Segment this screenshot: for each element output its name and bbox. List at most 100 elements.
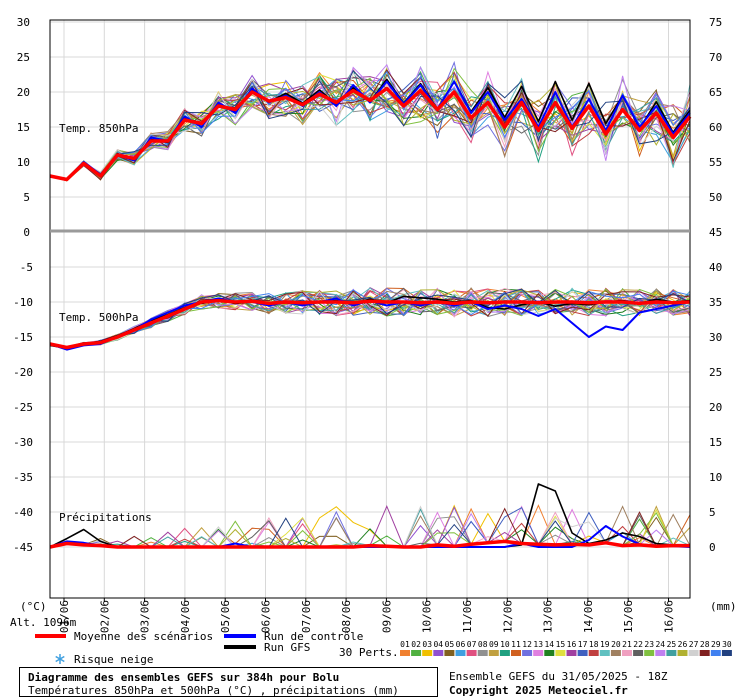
pert-legend-number: 11 (511, 640, 521, 649)
plot-frame (49, 19, 691, 599)
panel-label-t500: Temp. 500hPa (59, 311, 138, 324)
pert-legend-number: 29 (711, 640, 721, 649)
left-tick-label: -20 (13, 366, 33, 379)
axis-ticks: 30252015105075706560555045-5-10-15-20-25… (13, 16, 722, 633)
moyenne-des-sc-narios-precip-line (49, 539, 690, 549)
pert-legend-number: 14 (544, 640, 554, 649)
x-tick-label: 02/06 (98, 600, 111, 633)
left-tick-label: 0 (23, 226, 30, 239)
moyenne-des-sc-narios-t850-line (49, 86, 692, 182)
pert-legend-number: 20 (611, 640, 621, 649)
left-tick-label: -5 (20, 261, 33, 274)
right-tick-label: 75 (709, 16, 722, 29)
right-tick-label: 0 (709, 541, 716, 554)
altitude-label: Alt. 1096m (10, 616, 77, 629)
pert-legend-number: 01 (400, 640, 410, 649)
left-tick-label: 5 (23, 191, 30, 204)
pert-legend-number: 21 (622, 640, 632, 649)
pert-legend-swatch (466, 650, 477, 656)
right-tick-label: 15 (709, 436, 722, 449)
pert-legend-number: 18 (589, 640, 599, 649)
pert-legend-number: 28 (700, 640, 710, 649)
right-tick-label: 65 (709, 86, 722, 99)
left-tick-label: -25 (13, 401, 33, 414)
legend-perts-label: 30 Perts. (339, 646, 399, 659)
chart-frame (49, 19, 691, 599)
left-tick-label: 25 (17, 51, 30, 64)
pert-legend-number: 07 (467, 640, 477, 649)
x-tick-label: 14/06 (582, 600, 595, 633)
pert-legend-swatch (677, 650, 688, 656)
right-tick-label: 45 (709, 226, 722, 239)
title-box: Diagramme des ensembles GEFS sur 384h po… (19, 667, 438, 697)
pert-legend-swatch (655, 650, 666, 656)
panel-label-precip: Précipitations (59, 511, 152, 524)
pert-legend-swatch (533, 650, 544, 656)
right-tick-label: 70 (709, 51, 722, 64)
pert-legend-swatch (422, 650, 433, 656)
x-tick-label: 11/06 (461, 600, 474, 633)
left-tick-label: 10 (17, 156, 30, 169)
run-gfs-t500-line (49, 295, 691, 349)
x-tick-label: 10/06 (421, 600, 434, 633)
x-tick-label: 07/06 (300, 600, 313, 633)
right-tick-label: 5 (709, 506, 716, 519)
x-tick-label: 06/06 (260, 600, 273, 633)
pert-legend-swatch (433, 650, 444, 656)
right-tick-label: 55 (709, 156, 722, 169)
right-tick-label: 60 (709, 121, 722, 134)
pert-legend-swatch (444, 650, 455, 656)
pert-legend-number: 04 (433, 640, 443, 649)
pert-legend-swatch (710, 650, 721, 656)
left-tick-label: 20 (17, 86, 30, 99)
pert-legend-swatch (544, 650, 555, 656)
pert-legend-swatch (400, 650, 410, 656)
pert-legend-number: 15 (556, 640, 566, 649)
pert-legend-number: 12 (522, 640, 532, 649)
pert-08-t850-line (49, 78, 691, 181)
right-tick-label: 30 (709, 331, 722, 344)
pert-legend-number: 30 (722, 640, 732, 649)
left-unit-label: (°C) (20, 600, 47, 613)
pert-legend-swatch (477, 650, 488, 656)
pert-legend-number: 16 (567, 640, 577, 649)
pert-legend-swatch (688, 650, 699, 656)
right-tick-label: 50 (709, 191, 722, 204)
right-tick-label: 25 (709, 366, 722, 379)
pert-legend-number: 23 (644, 640, 654, 649)
pert-legend-swatch (511, 650, 521, 656)
left-tick-label: -30 (13, 436, 33, 449)
x-tick-label: 05/06 (219, 600, 232, 633)
pert-legend-number: 24 (655, 640, 665, 649)
pert-legend-swatch (522, 650, 533, 656)
pert-legend-swatch (699, 650, 710, 656)
legend-control-label: Run de contrôle (264, 630, 363, 643)
pert-27-t850-line (49, 72, 691, 180)
pert-legend-swatch (488, 650, 499, 656)
pert-legend-swatch (599, 650, 610, 656)
right-tick-label: 20 (709, 401, 722, 414)
pert-legend-number: 19 (600, 640, 610, 649)
right-tick-label: 35 (709, 296, 722, 309)
x-tick-label: 03/06 (139, 600, 152, 633)
pert-legend-swatch (666, 650, 677, 656)
pert-legend-swatch (721, 650, 732, 656)
left-tick-label: 30 (17, 16, 30, 29)
left-tick-label: -15 (13, 331, 33, 344)
pert-legend-swatch (499, 650, 510, 656)
pert-24-t850-line (49, 63, 691, 180)
x-tick-label: 12/06 (501, 600, 514, 633)
right-unit-label: (mm) (710, 600, 737, 613)
copyright: Copyright 2025 Meteociel.fr (449, 684, 628, 697)
left-tick-label: -35 (13, 471, 33, 484)
pert-legend-swatch (588, 650, 599, 656)
run-de-contr-le-t850-line (49, 80, 691, 181)
pert-legend-swatch (622, 650, 632, 656)
moyenne-des-sc-narios-t500-line (49, 298, 691, 350)
x-tick-label: 04/06 (179, 600, 192, 633)
pert-legend-swatch (566, 650, 577, 656)
pert-legend-number: 22 (633, 640, 643, 649)
x-tick-label: 15/06 (622, 600, 635, 633)
pert-legend-swatch (644, 650, 655, 656)
right-tick-label: 10 (709, 471, 722, 484)
